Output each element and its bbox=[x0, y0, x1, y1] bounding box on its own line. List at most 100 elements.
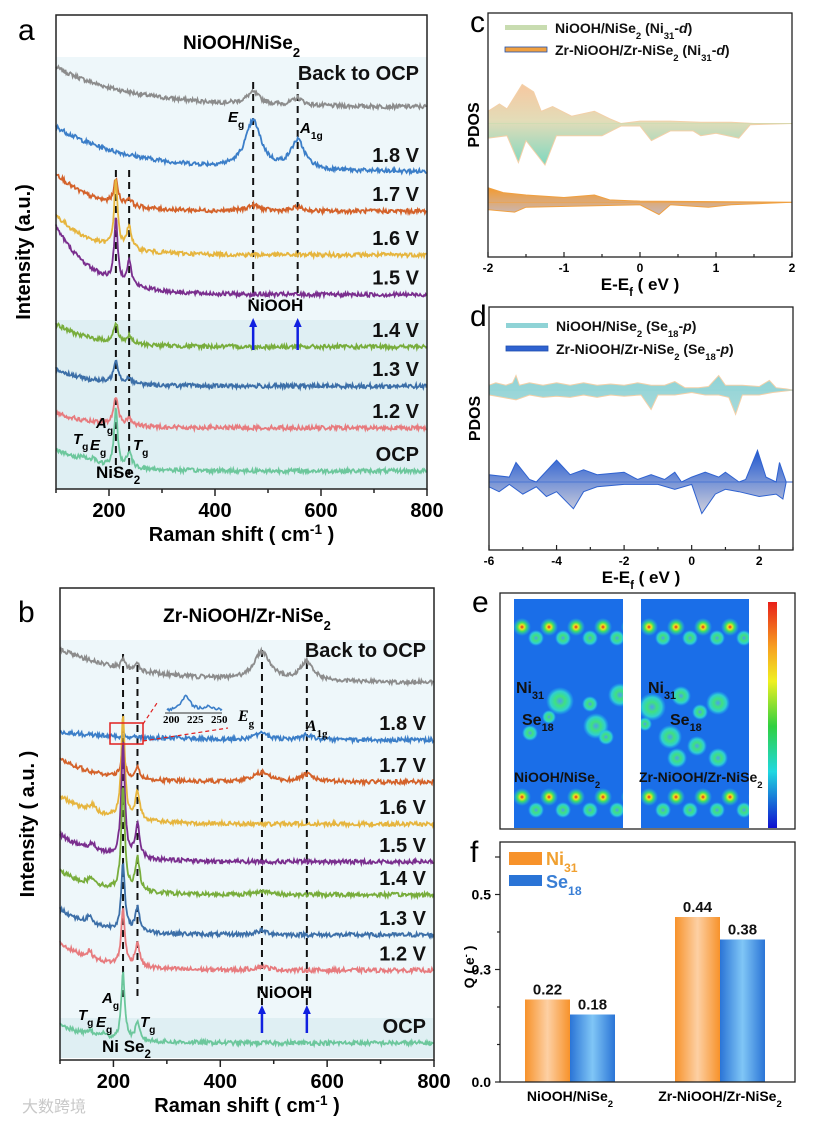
atom-density-blob bbox=[708, 748, 728, 768]
y-tick-label: 0.0 bbox=[472, 1074, 492, 1090]
legend-label-part: 18 bbox=[668, 329, 679, 340]
series-label: 1.3 V bbox=[372, 359, 419, 381]
peak-label-tg2-part: T bbox=[133, 437, 144, 454]
peak-label-tg2: Tg​ bbox=[140, 1014, 155, 1036]
atom-density-blob bbox=[687, 736, 707, 756]
legend-label: Zr-NiOOH/Zr-NiSe2​ (Ni31​-d) bbox=[555, 42, 730, 64]
x-axis-label: E-Ef​ ( eV ) bbox=[601, 275, 680, 299]
x-axis-label: Raman shift ( cm-1​ ) bbox=[154, 1093, 339, 1118]
spectrum-line bbox=[55, 179, 427, 261]
pdos-chart-d: NiOOH/NiSe2​ (Se18​-p)Zr-NiOOH/Zr-NiSe2​… bbox=[467, 306, 794, 592]
panel-letter-d: d bbox=[470, 300, 487, 333]
peak-label-a1g_niooh: A1g​ bbox=[305, 718, 328, 740]
x-axis-label-part: f bbox=[630, 580, 634, 592]
shaded-region bbox=[60, 1018, 434, 1058]
x-axis-label-part: ( eV ) bbox=[634, 568, 680, 587]
series-label: 1.2 V bbox=[379, 943, 426, 965]
inset-spectrum bbox=[166, 694, 223, 713]
legend-label-part: d bbox=[679, 20, 688, 36]
y-axis-label: Q ( e-​ ) bbox=[461, 946, 478, 989]
x-tick-label: 800 bbox=[410, 500, 443, 522]
peak-label-tg1-part: T bbox=[78, 1007, 89, 1024]
legend-swatch bbox=[509, 875, 542, 886]
series-label: 1.8 V bbox=[379, 713, 426, 735]
atom-density-blob bbox=[514, 618, 531, 636]
series-label: 1.4 V bbox=[379, 868, 426, 890]
x-tick-label: 600 bbox=[304, 500, 337, 522]
legend-label: Ni31​ bbox=[546, 849, 578, 875]
peak-label-tg1-part: g bbox=[82, 442, 88, 453]
series-label: OCP bbox=[376, 444, 419, 466]
ni31-label-part: Ni bbox=[516, 680, 532, 697]
peak-label-a1g_niooh-part: 1g bbox=[311, 131, 323, 142]
panel-letter-b: b bbox=[18, 596, 35, 629]
chart-title-part: Zr-NiOOH/Zr-NiSe bbox=[163, 606, 323, 627]
spectrum-line bbox=[55, 407, 428, 477]
y-axis-label: Intensity (a.u.) bbox=[13, 184, 35, 320]
series-label: 1.7 V bbox=[379, 755, 426, 777]
peak-label-eg-part: E bbox=[96, 1014, 107, 1031]
inset-tick-label: 200 bbox=[163, 714, 180, 726]
x-tick-label: -2 bbox=[619, 554, 630, 568]
legend-swatch bbox=[505, 345, 549, 352]
peak-label-tg2: Tg​ bbox=[133, 437, 148, 459]
legend-label-part: - bbox=[678, 318, 683, 334]
legend-swatch bbox=[505, 25, 547, 30]
atom-density-blob bbox=[621, 621, 623, 633]
legend-label-part: d bbox=[716, 42, 725, 58]
legend-label-part: p bbox=[719, 341, 729, 357]
se18-label-part: 18 bbox=[690, 722, 702, 734]
category-label-part: Zr-NiOOH/Zr-NiSe bbox=[658, 1088, 776, 1104]
legend-label-part: ) bbox=[692, 318, 697, 334]
chart-title-part: NiOOH/NiSe bbox=[183, 33, 293, 54]
atom-density-blob bbox=[641, 788, 658, 806]
inset-tick-label: 225 bbox=[187, 714, 204, 726]
atom-density-blob bbox=[608, 683, 623, 707]
atom-density-blob bbox=[721, 618, 739, 636]
atom-density-blob bbox=[641, 618, 658, 636]
atom-density-blob bbox=[692, 704, 708, 720]
chart-title: NiOOH/NiSe2​ bbox=[183, 33, 300, 60]
x-tick-label: 600 bbox=[310, 1071, 343, 1093]
zoom-connector bbox=[142, 702, 158, 725]
series-label: OCP bbox=[383, 1016, 426, 1038]
x-tick-label: -6 bbox=[484, 554, 495, 568]
bar-value-label: 0.18 bbox=[578, 997, 607, 1014]
legend-label-part: (Ni bbox=[641, 20, 664, 36]
shaded-region bbox=[60, 640, 434, 1018]
spectrum-line bbox=[55, 397, 427, 434]
atom-density-blob bbox=[609, 802, 623, 818]
atom-density-blob bbox=[641, 693, 666, 721]
legend-label-part: 2 bbox=[637, 329, 642, 340]
peak-label-tg1-part: g bbox=[87, 1018, 93, 1029]
series-label: Back to OCP bbox=[298, 63, 419, 85]
atom-density-blob bbox=[540, 788, 558, 806]
se18-label-part: 18 bbox=[542, 722, 554, 734]
legend-label: Se18​ bbox=[546, 872, 582, 898]
plot-frame bbox=[59, 587, 435, 1061]
legend-label: Zr-NiOOH/Zr-NiSe2​ (Se18​-p) bbox=[556, 341, 734, 363]
charge-density-map-right: Ni31​ Se18​ Zr-NiOOH/Zr-NiSe2​ bbox=[639, 599, 763, 828]
x-axis-label-part: -1 bbox=[315, 1093, 328, 1108]
x-tick-label: 2 bbox=[756, 554, 763, 568]
peak-label-tg1: Tg​ bbox=[78, 1007, 93, 1029]
y-axis-label-part: Q ( e bbox=[461, 957, 477, 988]
ni31-label: Ni31​ bbox=[516, 680, 544, 702]
bar bbox=[570, 1014, 615, 1082]
atom-density-blob bbox=[748, 792, 749, 802]
atom-densities bbox=[641, 618, 749, 818]
atom-density-blob bbox=[682, 802, 698, 818]
atom-density-blob bbox=[736, 630, 749, 646]
chart-title: Zr-NiOOH/Zr-NiSe2​ bbox=[163, 606, 331, 633]
atom-density-blob bbox=[658, 725, 682, 749]
atom-density-blob bbox=[736, 802, 749, 818]
spectrum-line bbox=[59, 787, 435, 901]
legend-label: NiOOH/NiSe2​ (Se18​-p) bbox=[556, 318, 696, 340]
peak-label-tg2-part: g bbox=[149, 1025, 155, 1036]
atom-density-blob bbox=[641, 717, 652, 731]
raman-chart-b: Back to OCP 1.8 V 1.7 V 1.6 V 1.5 V 1.4 V 1.3 … bbox=[17, 587, 451, 1118]
atom-density-blob bbox=[748, 622, 749, 632]
peak-label-tg2-part: g bbox=[142, 448, 148, 459]
peak-label-ag-part: A bbox=[95, 415, 107, 432]
legend-label-part: ) bbox=[725, 42, 730, 58]
